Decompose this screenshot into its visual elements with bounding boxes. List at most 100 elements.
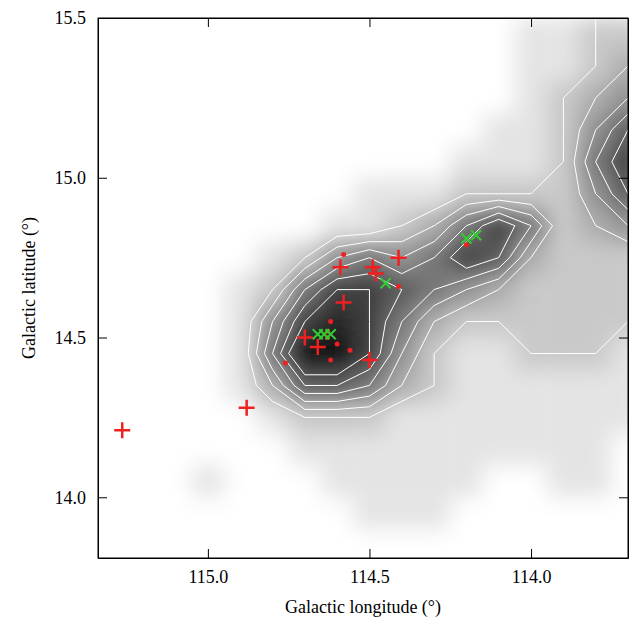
map-cell <box>515 18 548 50</box>
contour-line <box>248 18 628 417</box>
marker-plus <box>361 352 377 368</box>
map-cell <box>547 50 580 82</box>
map-cell <box>159 401 192 433</box>
map-cell <box>450 146 483 178</box>
tick-mark <box>619 497 628 498</box>
tick-label: 14.0 <box>55 488 87 508</box>
map-cell <box>450 497 483 529</box>
tick-mark <box>98 338 107 339</box>
marker-plus <box>391 250 407 266</box>
map-cell <box>127 242 160 274</box>
marker-dot <box>464 242 469 247</box>
map-cell <box>159 114 192 146</box>
axis-line <box>628 19 629 559</box>
axis-line <box>98 19 99 559</box>
axis-line <box>99 18 629 19</box>
map-cell <box>515 306 548 338</box>
map-cell <box>418 529 451 558</box>
map-cell <box>289 50 322 82</box>
map-cell <box>224 18 257 50</box>
map-cell <box>580 465 613 497</box>
map-cell <box>127 18 160 50</box>
map-cell <box>321 465 354 497</box>
map-cell <box>192 210 225 242</box>
map-cell <box>192 465 225 497</box>
map-cell <box>418 114 451 146</box>
tick: 114.5 <box>350 549 390 587</box>
map-cell <box>612 529 628 558</box>
map-cell <box>547 242 580 274</box>
tick-mark <box>531 18 532 27</box>
map-cell <box>450 401 483 433</box>
map-cell <box>98 465 128 497</box>
map-cell <box>127 82 160 114</box>
axis-line <box>99 558 629 559</box>
map-cell <box>353 210 386 242</box>
map-cell <box>98 497 128 529</box>
map-cell <box>612 369 628 401</box>
marker-plus <box>336 294 352 310</box>
tick <box>619 497 628 498</box>
map-cell <box>256 465 289 497</box>
map-cell <box>353 497 386 529</box>
chart: 115.0114.5114.015.515.014.514.0Galactic … <box>0 0 641 629</box>
plot-area: 115.0114.5114.015.515.014.514.0 <box>55 8 641 587</box>
map-cell <box>450 433 483 465</box>
tick-label: 15.0 <box>55 168 87 188</box>
tick <box>369 18 370 27</box>
map-cell <box>483 114 516 146</box>
map-cell <box>483 433 516 465</box>
map-cell <box>547 18 580 50</box>
map-cell <box>321 529 354 558</box>
map-cell <box>192 369 225 401</box>
tick-mark <box>98 18 107 19</box>
map-cell <box>192 497 225 529</box>
map-cell <box>580 529 613 558</box>
marker-plus <box>239 400 255 416</box>
y-axis: 15.515.014.514.0 <box>55 8 108 558</box>
map-cell <box>418 50 451 82</box>
map-cell <box>159 433 192 465</box>
contour-line <box>289 290 370 375</box>
map-cell <box>127 529 160 558</box>
y-axis-right <box>619 19 629 559</box>
map-cell <box>98 274 128 306</box>
tick-mark <box>531 549 532 558</box>
map-cell <box>386 114 419 146</box>
map-cell <box>192 306 225 338</box>
map-cell <box>386 497 419 529</box>
map-cell <box>289 146 322 178</box>
map-cell <box>289 114 322 146</box>
map-cell <box>483 497 516 529</box>
map-cell <box>483 338 516 370</box>
marker-dot <box>348 348 353 353</box>
contour-line <box>264 98 628 402</box>
map-cell <box>127 433 160 465</box>
marker-plus <box>332 259 348 275</box>
map-cell <box>321 82 354 114</box>
tick-mark <box>98 178 107 179</box>
map-cell <box>321 18 354 50</box>
map-cell <box>515 274 548 306</box>
marker-plus <box>297 330 313 346</box>
map-cell <box>224 497 257 529</box>
map-cell <box>321 178 354 210</box>
map-cell <box>192 178 225 210</box>
map-cell <box>98 18 128 50</box>
x-axis-title: Galactic longitude (°) <box>285 597 441 618</box>
tick: 14.5 <box>55 328 108 348</box>
map-cell <box>256 18 289 50</box>
map-cell <box>98 306 128 338</box>
tick-mark <box>619 18 628 19</box>
map-cell <box>256 529 289 558</box>
map-cell <box>192 18 225 50</box>
map-cell <box>450 242 483 274</box>
map-cell <box>256 210 289 242</box>
map-cell <box>321 433 354 465</box>
map-cell <box>224 465 257 497</box>
map-cell <box>127 306 160 338</box>
map-cell <box>192 50 225 82</box>
contour-line <box>281 130 628 386</box>
map-cell <box>450 369 483 401</box>
map-cell <box>224 210 257 242</box>
